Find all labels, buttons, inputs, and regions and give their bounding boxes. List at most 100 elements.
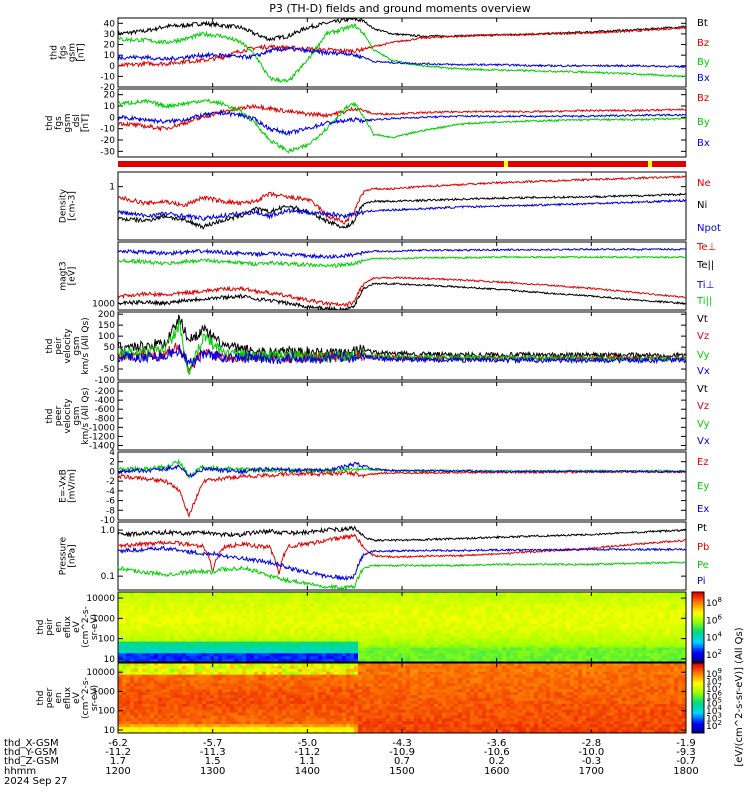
peir_eflux-cell: [510, 592, 515, 596]
peir_eflux-cell: [606, 618, 611, 622]
peir_eflux-cell: [682, 609, 687, 613]
peir_eflux-cell: [290, 621, 295, 625]
peer_eflux-cell: [230, 668, 235, 673]
peer_eflux-cell: [254, 718, 259, 722]
peir_eflux-cell: [262, 659, 267, 663]
peer_eflux-cell: [138, 706, 143, 711]
peir_eflux-cell: [138, 632, 143, 637]
peir_eflux-cell: [510, 609, 515, 613]
peir_eflux-cell: [538, 609, 543, 613]
peir_eflux-cell: [178, 612, 183, 616]
peir_eflux-cell: [366, 603, 371, 608]
peir_eflux-cell: [246, 647, 251, 651]
peir_eflux-cell: [226, 624, 231, 628]
peer_eflux-cell: [302, 730, 307, 734]
peir_eflux-cell: [630, 615, 635, 619]
peir_eflux-cell: [414, 597, 419, 602]
peer_eflux-cell: [118, 724, 123, 728]
peer_eflux-cell: [290, 730, 295, 734]
peer_eflux-cell: [178, 709, 183, 714]
peir_eflux-cell: [418, 647, 423, 651]
peer_eflux-cell: [282, 671, 287, 676]
peir_eflux-cell: [630, 632, 635, 637]
peir_eflux-cell: [242, 603, 247, 608]
peir_eflux-cell: [482, 627, 487, 631]
peir_eflux-cell: [150, 653, 155, 657]
peir_eflux-cell: [650, 603, 655, 608]
peir_eflux-cell: [370, 612, 375, 616]
peir_eflux-cell: [414, 647, 419, 651]
peir_eflux-cell: [118, 627, 123, 631]
peir_eflux-cell: [650, 632, 655, 637]
peer_eflux-cell: [122, 689, 127, 693]
peer_eflux-cell: [154, 674, 159, 679]
peir_velocity-legend-item: Vx: [697, 366, 710, 377]
peer_eflux-cell: [230, 677, 235, 681]
peir_eflux-cell: [278, 603, 283, 608]
peer_eflux-cell: [266, 668, 271, 673]
peir_eflux-cell: [242, 597, 247, 602]
peir_eflux-cell: [630, 618, 635, 622]
peir_eflux-cell: [146, 609, 151, 613]
peir_eflux-cell: [562, 597, 567, 602]
peir_eflux-cell: [670, 650, 675, 654]
peir_eflux-cell: [678, 624, 683, 628]
peir_eflux-cell: [158, 644, 163, 648]
peir_eflux-cell: [654, 597, 659, 602]
peir_eflux-cell: [242, 606, 247, 610]
peir_eflux-cell: [410, 621, 415, 625]
peer_eflux-cell: [202, 680, 207, 684]
peir_eflux-cell: [170, 592, 175, 596]
peir_eflux-cell: [446, 650, 451, 654]
peir_eflux-cell: [362, 594, 367, 599]
peer_eflux-cell: [154, 706, 159, 711]
peir_eflux-cell: [542, 638, 547, 643]
peer_eflux-cell: [126, 715, 131, 719]
peir_eflux-cell: [322, 603, 327, 608]
peir_eflux-cell: [154, 627, 159, 631]
peir_eflux-cell: [606, 615, 611, 619]
peir_eflux-cell: [158, 621, 163, 625]
peir_eflux-cell: [438, 632, 443, 637]
peir_eflux-cell: [526, 632, 531, 637]
peer_eflux-cell: [254, 668, 259, 673]
peir_eflux-cell: [358, 653, 363, 657]
peir_eflux-cell: [454, 635, 459, 640]
peir_eflux-cell: [378, 656, 383, 660]
peer_eflux-cell: [218, 698, 223, 702]
peir_eflux-cell: [470, 644, 475, 648]
peir_eflux-cell: [362, 597, 367, 602]
peer_eflux-cell: [186, 721, 191, 725]
peir_eflux-cell: [510, 594, 515, 599]
peir_eflux-cell: [222, 603, 227, 608]
peir_eflux-cell: [278, 632, 283, 637]
peir_eflux-cell: [534, 592, 539, 596]
peir_eflux-cell: [542, 600, 547, 605]
peir_eflux-cell: [302, 659, 307, 663]
peir_eflux-cell: [598, 656, 603, 660]
peir_eflux-cell: [146, 632, 151, 637]
peir_eflux-cell: [394, 597, 399, 602]
peir_eflux-cell: [382, 621, 387, 625]
peer_eflux-cell: [170, 671, 175, 676]
peir_eflux-cell: [358, 659, 363, 663]
peer_eflux-cell: [246, 663, 251, 667]
peir_eflux-cell: [578, 603, 583, 608]
peir_eflux-cell: [182, 615, 187, 619]
peir_eflux-cell: [246, 597, 251, 602]
peir_eflux-cell: [442, 615, 447, 619]
peer_eflux-cell: [270, 671, 275, 676]
peir_eflux-cell: [154, 603, 159, 608]
peir_eflux-cell: [566, 627, 571, 631]
peir_eflux-cell: [446, 597, 451, 602]
peir_eflux-cell: [370, 656, 375, 660]
peir_eflux-cell: [174, 635, 179, 640]
temperature-legend-item: Te⊥: [696, 242, 716, 253]
peir_eflux-cell: [390, 653, 395, 657]
peer_eflux-cell: [262, 677, 267, 681]
peir_eflux-cell: [590, 641, 595, 645]
peir_eflux-cell: [626, 609, 631, 613]
peir_eflux-cell: [194, 627, 199, 631]
peir_eflux-cell: [298, 592, 303, 596]
peer_eflux-cell: [170, 730, 175, 734]
